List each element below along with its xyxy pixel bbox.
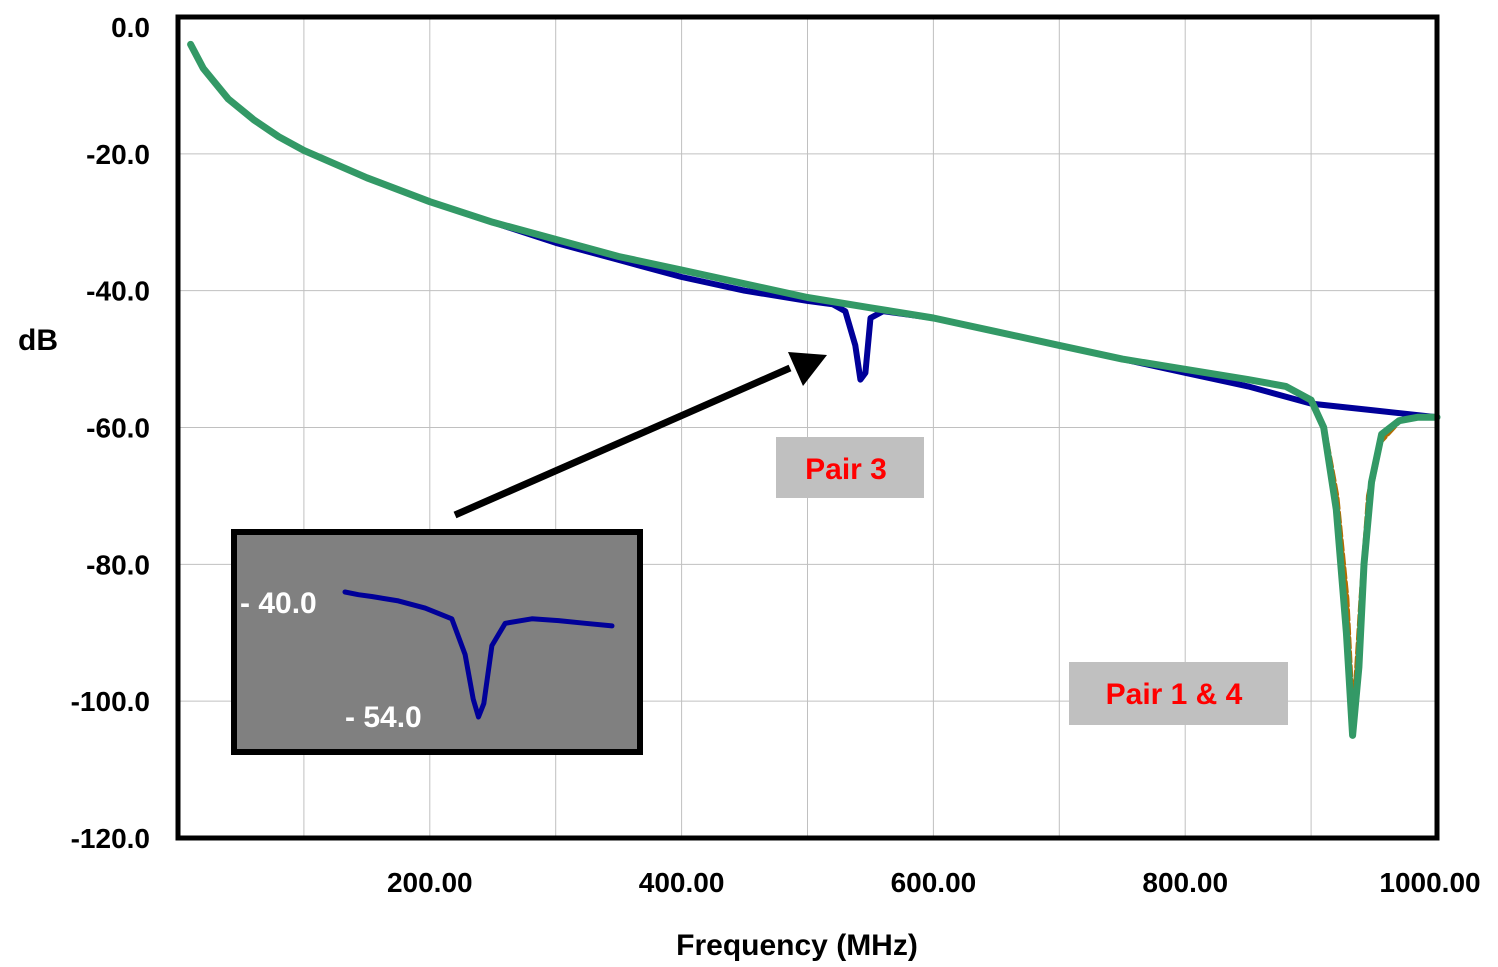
series-line-3 <box>187 40 1441 739</box>
y-tick-label: 0.0 <box>111 12 150 43</box>
y-tick-label: -120.0 <box>71 823 150 854</box>
zoom-inset: - 40.0 - 54.0 <box>231 529 643 755</box>
series-layer <box>187 40 1441 739</box>
y-tick-label: -60.0 <box>86 413 150 444</box>
x-axis-ticks: 200.00 400.00 600.00 800.00 1000.00 <box>387 867 1481 898</box>
x-tick-label: 200.00 <box>387 867 473 898</box>
pair-3-label: Pair 3 <box>805 453 887 486</box>
y-tick-label: -40.0 <box>86 276 150 307</box>
callout-arrow <box>453 352 827 519</box>
inset-label-bottom: - 54.0 <box>345 701 422 734</box>
pair-3-tag: Pair 3 <box>776 437 924 498</box>
x-axis-title: Frequency (MHz) <box>676 929 918 962</box>
pair-1-4-tag: Pair 1 & 4 <box>1069 662 1288 725</box>
y-tick-label: -20.0 <box>86 139 150 170</box>
y-tick-label: -100.0 <box>71 686 150 717</box>
pair-1-4-label: Pair 1 & 4 <box>1106 678 1243 711</box>
y-axis-ticks: 0.0 -20.0 -40.0 -60.0 -80.0 -100.0 -120.0 <box>71 12 150 854</box>
x-tick-label: 600.00 <box>891 867 977 898</box>
x-tick-label: 800.00 <box>1142 867 1228 898</box>
x-tick-label: 1000.00 <box>1379 867 1480 898</box>
plot-frame <box>175 14 1440 841</box>
y-axis-title: dB <box>18 324 58 357</box>
y-tick-label: -80.0 <box>86 549 150 580</box>
inset-label-top: - 40.0 <box>240 587 317 620</box>
x-tick-label: 400.00 <box>639 867 725 898</box>
inset-curve <box>342 589 615 720</box>
